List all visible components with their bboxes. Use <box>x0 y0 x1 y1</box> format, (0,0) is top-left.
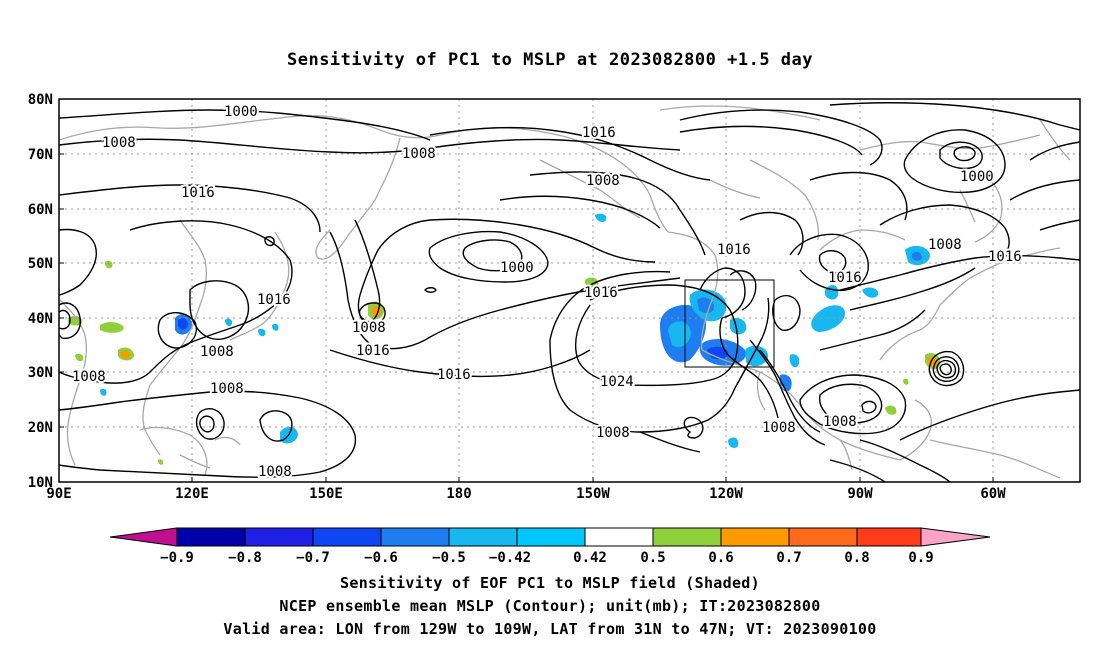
colorbar-label: 0.42 <box>573 550 607 566</box>
contour-label: 1008 <box>102 135 136 151</box>
latitude-labels: 80N 70N 60N 50N 40N 30N 20N 10N <box>28 92 53 491</box>
isobar-contours <box>58 102 1081 483</box>
caption-shading: Sensitivity of EOF PC1 to MSLP field (Sh… <box>340 574 760 592</box>
lat-label: 40N <box>28 311 53 327</box>
lon-label: 150W <box>576 486 610 502</box>
contour-label: 1000 <box>224 104 258 120</box>
lat-label: 80N <box>28 92 53 108</box>
lat-label: 60N <box>28 202 53 218</box>
colorbar-label: −0.6 <box>364 550 398 566</box>
contour-label: 1016 <box>356 343 390 359</box>
valid-area-box <box>684 279 775 368</box>
contour-label: 1008 <box>586 173 620 189</box>
contour-label: 1008 <box>200 344 234 360</box>
contour-label: 1016 <box>582 125 616 141</box>
contour-label: 1000 <box>960 169 994 185</box>
lat-label: 20N <box>28 420 53 436</box>
lon-label: 120E <box>175 486 209 502</box>
tick-marks <box>59 98 994 483</box>
colorbar-segment <box>516 527 586 547</box>
colorbar-segment <box>244 527 314 547</box>
colorbar-label: −0.5 <box>432 550 466 566</box>
colorbar-label: 0.6 <box>708 550 733 566</box>
lon-label: 90E <box>46 486 71 502</box>
colorbar-max-triangle <box>920 527 991 547</box>
lon-label: 150E <box>309 486 343 502</box>
colorbar-label: −0.7 <box>296 550 330 566</box>
longitude-labels: 90E 120E 150E 180 150W 120W 90W 60W <box>46 486 1006 502</box>
contour-label: 1000 <box>500 260 534 276</box>
contour-label: 1008 <box>402 146 436 162</box>
colorbar-label: −0.9 <box>160 550 194 566</box>
colorbar-label: −0.42 <box>489 550 531 566</box>
contour-label: 1008 <box>596 425 630 441</box>
colorbar-segment <box>720 527 790 547</box>
contour-label: 1016 <box>437 367 471 383</box>
colorbar-segment <box>176 527 246 547</box>
contour-label: 1016 <box>181 185 215 201</box>
colorbar: −0.9 −0.8 −0.7 −0.6 −0.5 −0.42 0.42 0.5 … <box>109 527 991 566</box>
colorbar-segment <box>448 527 518 547</box>
contour-label: 1008 <box>210 381 244 397</box>
contour-label: 1008 <box>72 369 106 385</box>
colorbar-segment <box>788 527 858 547</box>
contour-label: 1016 <box>584 285 618 301</box>
caption-contour: NCEP ensemble mean MSLP (Contour); unit(… <box>279 597 821 615</box>
lon-label: 180 <box>446 486 471 502</box>
contour-label: 1016 <box>988 249 1022 265</box>
lon-label: 90W <box>847 486 873 502</box>
colorbar-label: 0.8 <box>844 550 869 566</box>
colorbar-segment <box>312 527 382 547</box>
contour-label: 1008 <box>823 414 857 430</box>
colorbar-segment <box>856 527 922 547</box>
contour-label: 1008 <box>352 320 386 336</box>
caption-valid-area: Valid area: LON from 129W to 109W, LAT f… <box>223 620 877 638</box>
contour-labels: 1000 1008 1008 1016 1016 1008 1000 1000 … <box>70 102 1024 482</box>
contour-label: 1016 <box>257 292 291 308</box>
lat-label: 10N <box>28 475 53 491</box>
contour-label: 1024 <box>600 374 634 390</box>
graticule <box>59 99 1080 482</box>
colorbar-min-triangle <box>109 527 178 547</box>
sensitivity-shading <box>68 213 941 465</box>
lon-label: 60W <box>980 486 1006 502</box>
contour-label: 1008 <box>928 237 962 253</box>
colorbar-segment <box>584 527 654 547</box>
colorbar-label: −0.8 <box>228 550 262 566</box>
colorbar-label: 0.5 <box>640 550 665 566</box>
colorbar-label: 0.7 <box>776 550 801 566</box>
lat-label: 70N <box>28 147 53 163</box>
contour-label: 1016 <box>828 270 862 286</box>
colorbar-label: 0.9 <box>908 550 933 566</box>
lat-label: 50N <box>28 256 53 272</box>
lat-label: 30N <box>28 365 53 381</box>
contour-label: 1016 <box>717 242 751 258</box>
contour-label: 1008 <box>258 464 292 480</box>
colorbar-segment <box>380 527 450 547</box>
map-title: Sensitivity of PC1 to MSLP at 2023082800… <box>286 50 813 70</box>
map-frame <box>58 98 1081 483</box>
lon-label: 120W <box>709 486 743 502</box>
contour-label: 1008 <box>762 420 796 436</box>
colorbar-segment <box>652 527 722 547</box>
